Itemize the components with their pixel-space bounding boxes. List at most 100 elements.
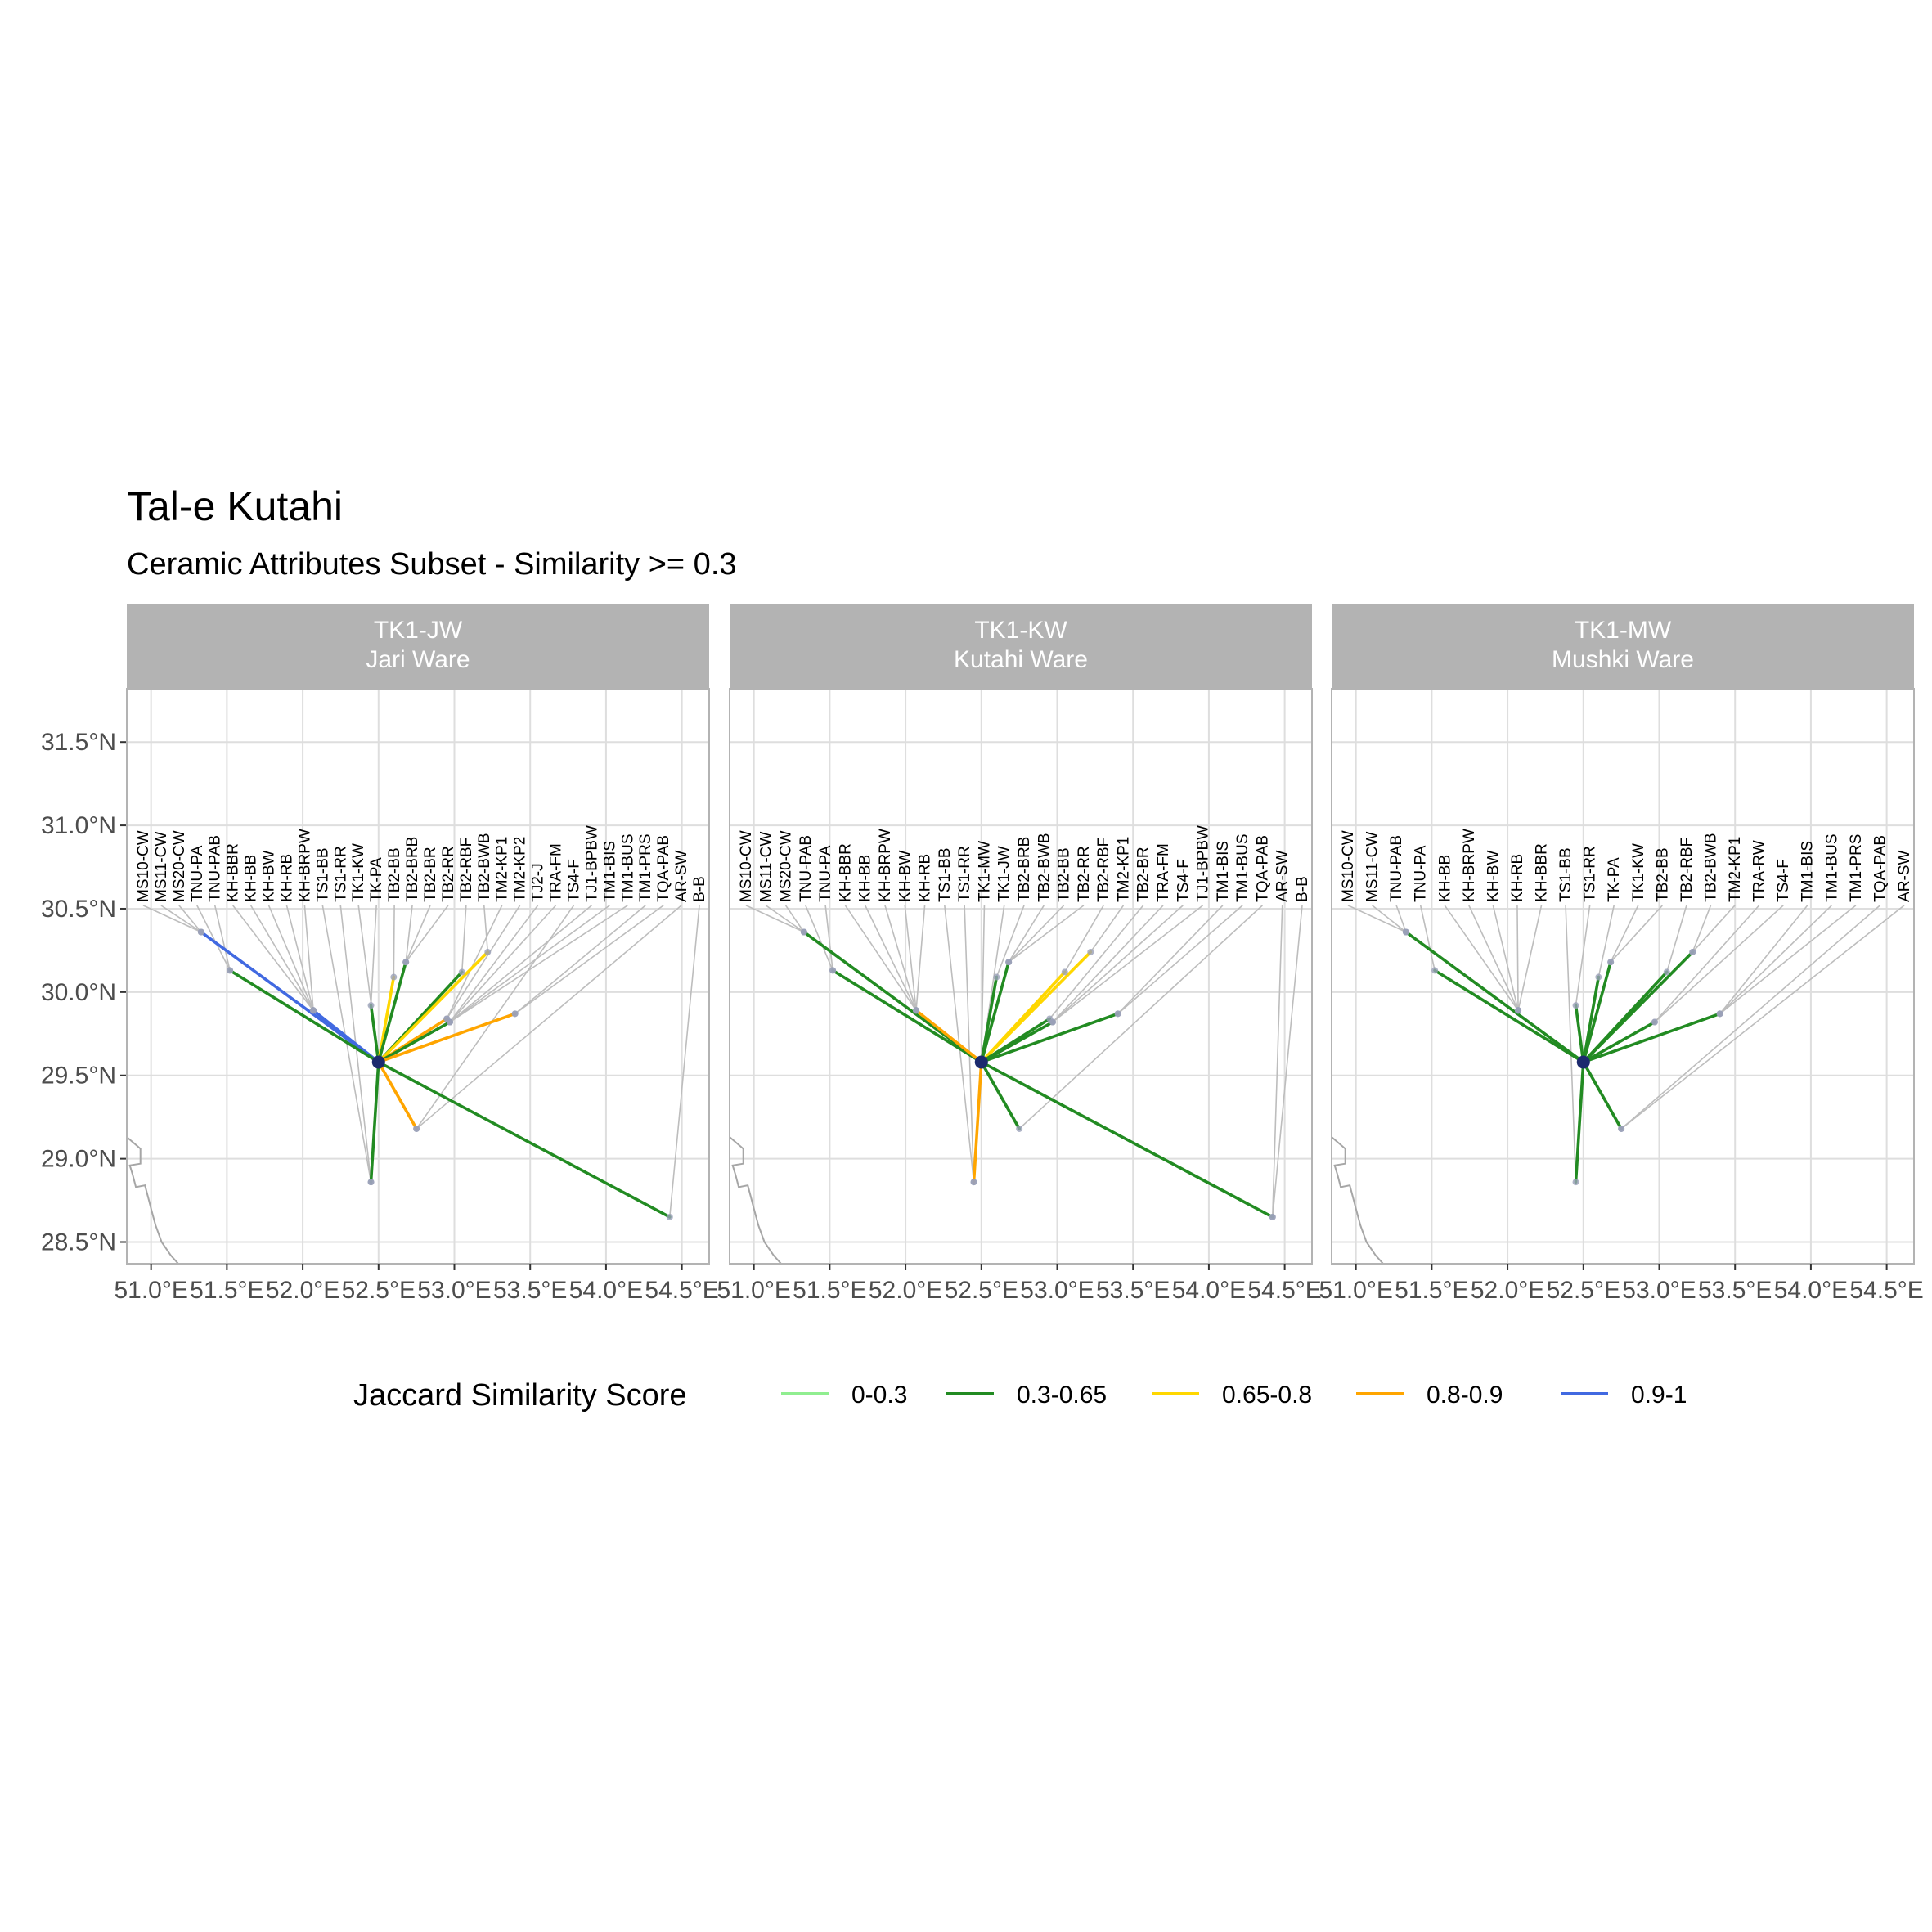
- label-leader-line: [1064, 905, 1104, 973]
- label-leader-line: [446, 905, 503, 1019]
- site-point: [1651, 1018, 1658, 1026]
- label-leader-line: [1347, 905, 1407, 933]
- x-tick-label: 51.0°E: [717, 1277, 790, 1304]
- label-leader-line: [1090, 905, 1125, 953]
- chart-title: Tal-e Kutahi: [127, 483, 343, 529]
- label-leader-line: [1692, 905, 1712, 953]
- label-leader-line: [915, 905, 926, 1011]
- similarity-link: [376, 960, 407, 1064]
- label-leader-line: [405, 905, 413, 963]
- site-point: [1087, 948, 1094, 955]
- x-tick-label: 53.0°E: [417, 1277, 491, 1304]
- label-leader-line: [1271, 905, 1283, 1217]
- similarity-link: [979, 960, 1010, 1064]
- site-label: MS10-CW: [135, 830, 152, 902]
- similarity-link: [376, 1012, 517, 1064]
- site-label: TK-PA: [368, 857, 385, 902]
- x-tick-label: 52.5°E: [342, 1277, 416, 1304]
- site-label: TB2-RBF: [1678, 838, 1696, 902]
- origin-point: [974, 1055, 988, 1069]
- similarity-link: [369, 1060, 380, 1184]
- site-label: KH-BB: [243, 855, 260, 902]
- label-leader-line: [805, 905, 833, 971]
- label-leader-line: [1620, 905, 1880, 1130]
- similarity-link: [831, 968, 983, 1064]
- coastline: [729, 1136, 782, 1265]
- similarity-link: [1581, 1012, 1722, 1064]
- site-label: KH-BB: [857, 855, 874, 902]
- site-label: TJ1-BPBW: [1195, 825, 1212, 902]
- site-point: [390, 973, 398, 981]
- label-leader-line: [514, 905, 646, 1014]
- label-leader-line: [1372, 905, 1407, 933]
- site-label: TNU-PA: [189, 845, 206, 902]
- site-label: TB2-BB: [1654, 847, 1671, 902]
- label-leader-line: [745, 905, 805, 933]
- site-label: KH-RB: [1509, 854, 1526, 902]
- site-label: TRA-FM: [1155, 843, 1172, 902]
- x-tick-label: 53.5°E: [1096, 1277, 1170, 1304]
- site-label: KH-BW: [1485, 851, 1502, 902]
- y-tick-label: 31.0°N: [41, 812, 116, 839]
- label-leader-line: [1516, 905, 1519, 1011]
- site-label: MS20-CW: [171, 830, 188, 902]
- site-label: KH-BRPW: [877, 829, 894, 902]
- label-leader-line: [514, 905, 664, 1014]
- site-label: TM2-KP1: [1727, 837, 1744, 902]
- similarity-link: [979, 1012, 1120, 1064]
- label-leader-line: [1468, 905, 1519, 1011]
- label-leader-line: [1271, 905, 1303, 1218]
- site-label: AR-SW: [673, 851, 690, 902]
- coastline: [1331, 1136, 1384, 1265]
- site-label: MS10-CW: [738, 830, 755, 902]
- site-label: KH-BRPW: [296, 829, 313, 902]
- site-label: TM2-KP2: [512, 837, 529, 902]
- similarity-link: [1574, 1060, 1585, 1184]
- similarity-link: [312, 1009, 380, 1064]
- y-tick-label: 28.5°N: [41, 1229, 116, 1256]
- facet-strip-code: TK1-MW: [1575, 617, 1672, 644]
- panel-border: [126, 688, 710, 1265]
- site-label: MS11-CW: [153, 832, 170, 902]
- x-tick-label: 51.5°E: [793, 1277, 866, 1304]
- site-label: TB2-BRB: [404, 837, 421, 902]
- x-tick-label: 53.0°E: [1020, 1277, 1094, 1304]
- site-label: TM1-BUS: [1823, 833, 1840, 901]
- site-point: [310, 1007, 317, 1014]
- label-leader-line: [461, 905, 467, 973]
- x-tick-label: 52.0°E: [266, 1277, 339, 1304]
- similarity-link: [1574, 1004, 1585, 1064]
- x-tick-label: 54.5°E: [645, 1277, 718, 1304]
- site-label: TB2-BB: [1056, 847, 1073, 902]
- site-label: KH-BBR: [225, 843, 242, 902]
- label-leader-line: [765, 905, 805, 933]
- site-label: TM1-PRS: [637, 833, 654, 901]
- facet-strip-code: TK1-KW: [974, 617, 1067, 644]
- site-point: [993, 973, 1000, 981]
- similarity-link: [1404, 930, 1585, 1064]
- site-label: TM1-BIS: [1215, 841, 1232, 902]
- similarity-link: [972, 1060, 983, 1184]
- label-leader-line: [1517, 905, 1543, 1011]
- label-leader-line: [416, 905, 575, 1130]
- site-point: [1515, 1007, 1522, 1014]
- label-leader-line: [213, 905, 231, 971]
- label-leader-line: [449, 905, 610, 1023]
- label-leader-line: [1117, 905, 1243, 1014]
- origin-point: [1576, 1055, 1590, 1069]
- x-tick-label: 51.0°E: [1319, 1277, 1392, 1304]
- label-leader-line: [1052, 905, 1204, 1023]
- label-leader-line: [1597, 905, 1615, 977]
- site-point: [1618, 1125, 1625, 1132]
- site-point: [1663, 968, 1670, 976]
- label-leader-line: [1018, 905, 1263, 1130]
- site-label: TB2-BRB: [1016, 837, 1033, 902]
- coastline: [126, 1136, 179, 1265]
- site-label: TB2-BR: [422, 847, 439, 902]
- site-label: TNU-PA: [817, 845, 834, 902]
- label-leader-line: [1395, 905, 1407, 932]
- plot-background: [1332, 689, 1914, 1264]
